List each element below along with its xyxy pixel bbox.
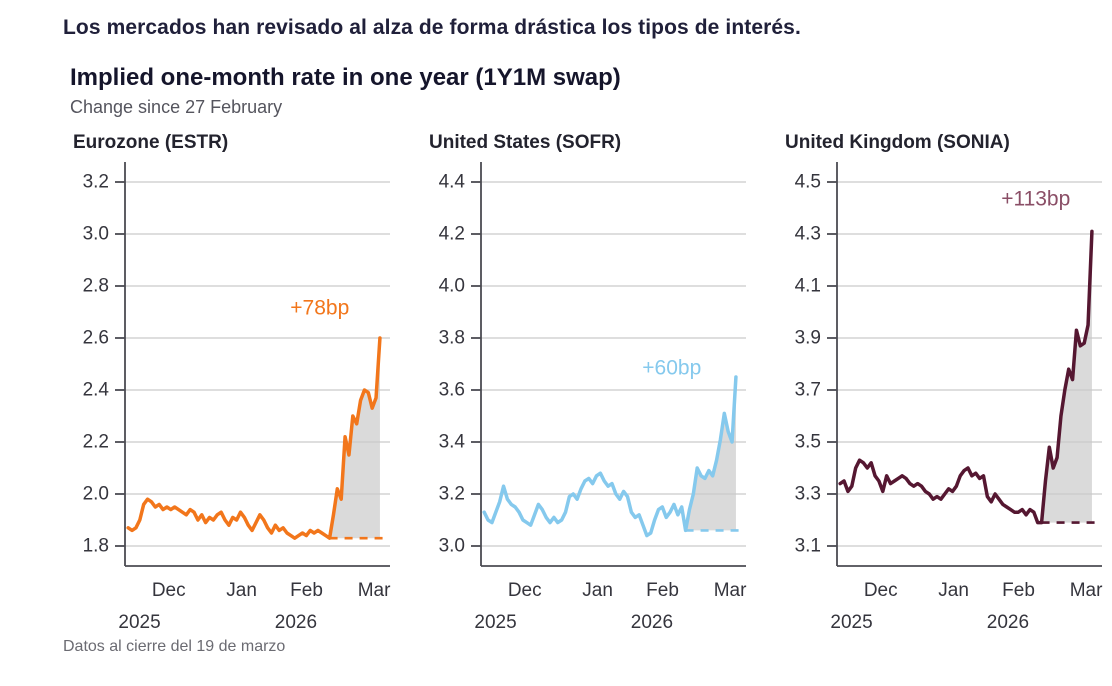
panel-title-united-kingdom: United Kingdom (SONIA): [785, 132, 1010, 153]
y-tick-label: 3.4: [439, 432, 466, 453]
x-month-label: Feb: [290, 580, 323, 601]
y-tick-label: 2.8: [83, 276, 109, 297]
united-states-chart-svg: 4.4 4.2 4.0 3.8 3.6 3.4 3.2 3.0 Dec Jan Feb Mar 2025…: [439, 162, 747, 633]
panel-united-states: United States (SOFR) 4.4 4.2 4.0 3.8 3.6 3.4 3…: [419, 132, 749, 634]
x-month-label: Mar: [358, 580, 391, 601]
y-tick-label: 4.5: [795, 172, 821, 193]
chart-subtitle: Change since 27 February: [70, 97, 283, 117]
x-year-label: 2026: [275, 612, 317, 633]
x-year-label: 2025: [830, 612, 872, 633]
x-month-label: Dec: [152, 580, 186, 601]
y-tick-label: 3.0: [439, 536, 465, 557]
x-month-label: Dec: [508, 580, 542, 601]
spike-fill-area: [685, 377, 736, 531]
y-tick-label: 3.5: [795, 432, 821, 453]
x-month-label: Mar: [1070, 580, 1103, 601]
y-tick-label: 3.8: [439, 328, 465, 349]
panel-united-kingdom: United Kingdom (SONIA) 4.5 4.3 4.1 3.9 3.7 3.…: [775, 132, 1105, 634]
y-tick-label: 4.2: [439, 224, 465, 245]
y-tick-label: 3.9: [795, 328, 821, 349]
x-month-label: Jan: [582, 580, 613, 601]
change-annotation: +113bp: [1001, 187, 1070, 210]
chart-panels-row: Eurozone (ESTR) 3.2 3.0 2.8 2.6 2.4 2.2 2.0 1.8…: [63, 132, 1103, 634]
change-annotation: +60bp: [642, 356, 701, 379]
footer-note: Datos al cierre del 19 de marzo: [63, 638, 286, 655]
x-year-label: 2025: [118, 612, 160, 633]
y-tick-label: 3.0: [83, 224, 109, 245]
y-tick-label: 1.8: [83, 536, 109, 557]
panel-title-eurozone: Eurozone (ESTR): [73, 132, 229, 153]
y-tick-label: 4.1: [795, 276, 821, 297]
y-tick-label: 3.2: [83, 172, 109, 193]
panel-title-united-states: United States (SOFR): [429, 132, 622, 153]
series-line: [126, 336, 382, 540]
x-month-label: Mar: [714, 580, 747, 601]
spike-fill-area: [329, 338, 380, 539]
spike-fill-area: [1041, 231, 1092, 523]
series-line: [838, 229, 1094, 525]
y-tick-label: 3.3: [795, 484, 821, 505]
united-kingdom-chart-svg: 4.5 4.3 4.1 3.9 3.7 3.5 3.3 3.1 Dec Jan Feb Mar 2025…: [795, 162, 1103, 633]
y-tick-label: 3.2: [439, 484, 465, 505]
x-month-label: Feb: [646, 580, 679, 601]
x-month-label: Feb: [1002, 580, 1035, 601]
y-tick-label: 4.4: [439, 172, 466, 193]
change-annotation: +78bp: [290, 297, 349, 320]
x-month-label: Jan: [226, 580, 257, 601]
y-tick-label: 2.6: [83, 328, 109, 349]
x-year-label: 2025: [474, 612, 516, 633]
series-line: [482, 375, 738, 538]
headline: Los mercados han revisado al alza de for…: [63, 16, 801, 39]
y-tick-label: 2.0: [83, 484, 109, 505]
panel-eurozone: Eurozone (ESTR) 3.2 3.0 2.8 2.6 2.4 2.2 2.0 1.8…: [63, 132, 393, 634]
y-tick-label: 4.0: [439, 276, 465, 297]
chart-main-title: Implied one-month rate in one year (1Y1M…: [70, 64, 621, 91]
x-year-label: 2026: [631, 612, 673, 633]
x-year-label: 2026: [987, 612, 1029, 633]
x-month-label: Dec: [864, 580, 898, 601]
y-tick-label: 4.3: [795, 224, 821, 245]
y-tick-label: 3.7: [795, 380, 821, 401]
x-month-label: Jan: [938, 580, 969, 601]
y-tick-label: 2.4: [83, 380, 110, 401]
eurozone-chart-svg: 3.2 3.0 2.8 2.6 2.4 2.2 2.0 1.8 Dec Jan Feb Mar 2025…: [83, 162, 391, 633]
y-tick-label: 2.2: [83, 432, 109, 453]
y-tick-label: 3.1: [795, 536, 821, 557]
y-tick-label: 3.6: [439, 380, 465, 401]
